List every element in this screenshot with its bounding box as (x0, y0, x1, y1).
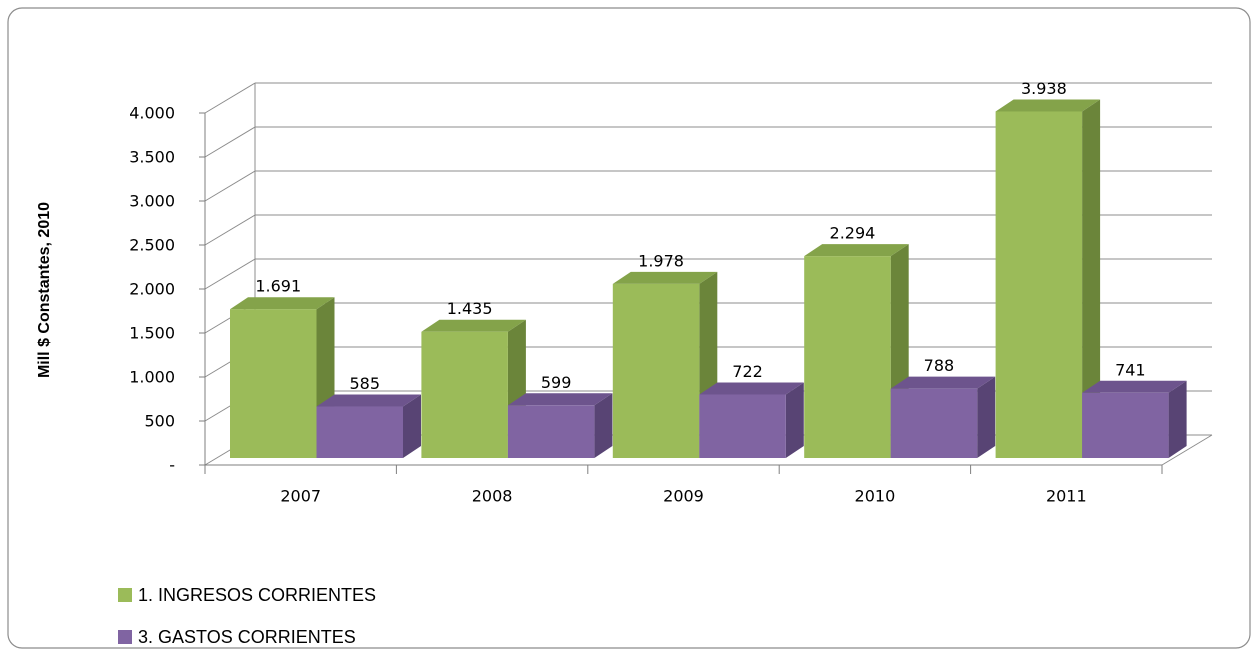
side-grid-line (204, 258, 256, 290)
bar-top (612, 271, 718, 284)
bar (804, 256, 891, 458)
data-label: 1.435 (447, 299, 493, 318)
data-label: 599 (541, 373, 572, 392)
bar-top (421, 319, 526, 332)
bar (995, 111, 1083, 459)
y-tick-label: 3.000 (129, 192, 175, 211)
y-tick-label: 2.500 (129, 236, 175, 255)
y-tick-label: - (169, 456, 175, 475)
y-tick-label: 1.500 (129, 324, 175, 343)
bar (316, 406, 403, 458)
y-tick-label: 3.500 (129, 148, 175, 167)
bar (612, 283, 700, 458)
y-tick-label: 1.000 (129, 368, 175, 387)
bar-top (804, 244, 909, 257)
bar (699, 394, 786, 458)
bar-top (995, 99, 1101, 112)
bar-side (1168, 380, 1187, 458)
bar (507, 405, 595, 458)
y-tick-label: 500 (144, 412, 175, 431)
side-grid-line (204, 214, 256, 246)
x-tick-label: 2010 (855, 487, 896, 506)
data-label: 1.691 (255, 277, 301, 296)
data-label: 741 (1115, 360, 1146, 379)
side-grid-line (204, 126, 256, 158)
bar (1082, 392, 1169, 458)
bar-side (403, 394, 421, 458)
y-axis-label: Mill $ Constantes, 2010 (36, 202, 53, 378)
x-tick-label: 2008 (472, 487, 513, 506)
legend-swatch (118, 588, 132, 602)
side-grid-line (204, 170, 256, 202)
bar (890, 388, 978, 458)
bar-side (977, 376, 996, 458)
bar-side (594, 393, 613, 458)
bar-top (890, 376, 996, 389)
x-tick-label: 2011 (1046, 487, 1087, 506)
bar-top (1082, 380, 1187, 393)
bar (421, 331, 508, 458)
side-grid-line (204, 82, 256, 114)
data-label: 1.978 (638, 251, 684, 270)
data-label: 3.938 (1021, 79, 1067, 98)
bar-top (507, 393, 613, 406)
data-label: 2.294 (830, 224, 876, 243)
data-label: 788 (924, 356, 955, 375)
y-tick-label: 2.000 (129, 280, 175, 299)
bar-top (316, 394, 421, 407)
legend-label: 1. INGRESOS CORRIENTES (138, 585, 376, 605)
bar-side (785, 382, 804, 458)
data-label: 722 (732, 362, 763, 381)
bar-side (1082, 99, 1101, 459)
y-tick-label: 4.000 (129, 104, 175, 123)
floor-edge (1161, 434, 1213, 466)
bar-top (230, 297, 335, 310)
legend-swatch (118, 630, 132, 644)
x-tick-label: 2009 (663, 487, 704, 506)
data-label: 585 (349, 374, 380, 393)
x-tick-label: 2007 (280, 487, 321, 506)
bar (230, 309, 317, 458)
bar-top (699, 382, 804, 395)
legend-label: 3. GASTOS CORRIENTES (138, 627, 356, 647)
